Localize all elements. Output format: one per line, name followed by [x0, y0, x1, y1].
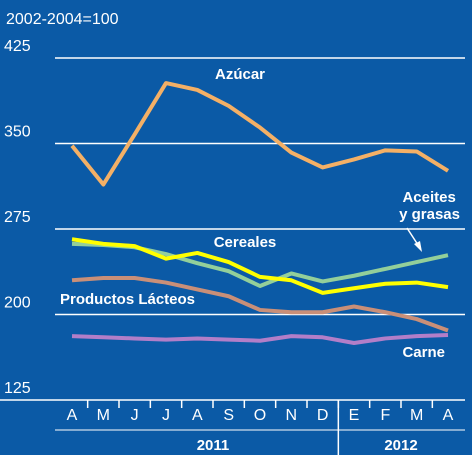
x-tick-label: F [380, 407, 390, 424]
x-tick-label: S [223, 407, 234, 424]
y-tick-label: 200 [4, 295, 31, 312]
y-tick-label: 425 [4, 38, 31, 55]
series-label: Carne [402, 344, 445, 361]
series-label: Aceites y grasas [399, 189, 460, 223]
arrow-head [414, 241, 422, 252]
x-tick-label: N [286, 407, 298, 424]
x-tick-label: O [254, 407, 266, 424]
x-tick-label: A [443, 407, 454, 424]
series-label: Azúcar [215, 66, 265, 83]
year-label: 2012 [384, 437, 417, 454]
y-tick-label: 350 [4, 124, 31, 141]
x-tick-label: M [410, 407, 423, 424]
y-tick-label: 125 [4, 380, 31, 397]
series-label: Cereales [214, 234, 277, 251]
series-line [71, 276, 449, 333]
x-tick-label: E [349, 407, 360, 424]
x-tick-label: J [131, 407, 139, 424]
x-tick-label: M [97, 407, 110, 424]
x-tick-label: A [67, 407, 78, 424]
series-label: Productos Lácteos [60, 291, 195, 308]
series-line [71, 333, 449, 345]
year-label: 2011 [197, 437, 230, 454]
series-line [71, 237, 449, 295]
y-tick-label: 275 [4, 209, 31, 226]
x-tick-label: A [192, 407, 203, 424]
subtitle: 2002-2004=100 [6, 11, 119, 28]
x-tick-label: D [317, 407, 329, 424]
series-line [70, 81, 450, 187]
x-tick-label: J [162, 407, 170, 424]
